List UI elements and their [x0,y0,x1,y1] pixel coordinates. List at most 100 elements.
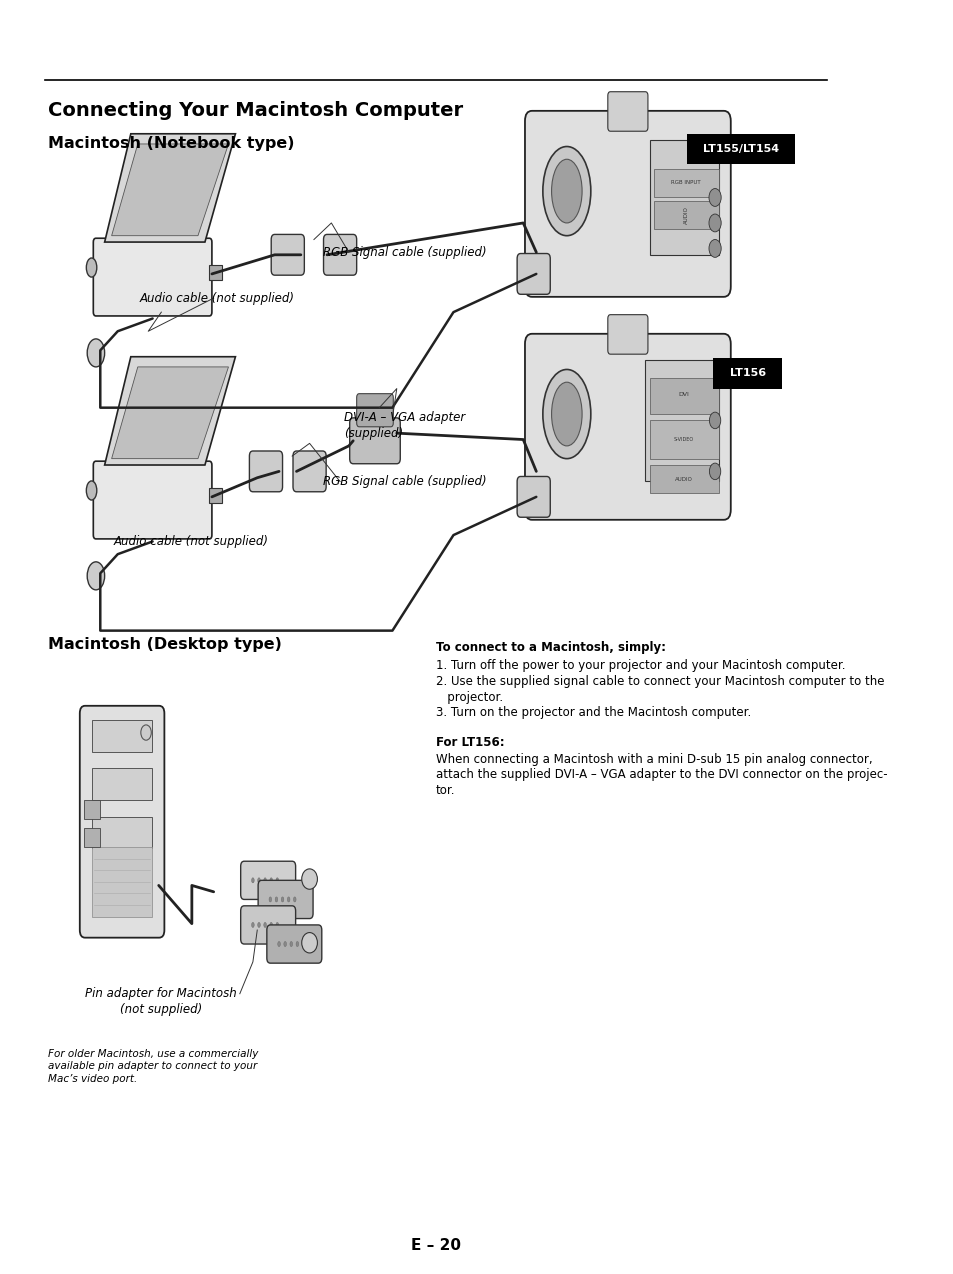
Ellipse shape [275,878,278,883]
Text: RGB Signal cable (supplied): RGB Signal cable (supplied) [322,475,486,488]
FancyBboxPatch shape [524,111,730,297]
Polygon shape [112,144,228,236]
Text: When connecting a Macintosh with a mini D-sub 15 pin analog connector,: When connecting a Macintosh with a mini … [436,753,872,766]
Ellipse shape [302,941,304,947]
Polygon shape [105,134,235,242]
Ellipse shape [301,933,317,953]
Ellipse shape [284,941,286,947]
FancyBboxPatch shape [249,451,282,492]
Bar [84,800,100,819]
Text: available pin adapter to connect to your: available pin adapter to connect to your [48,1061,257,1071]
Bar [91,817,152,848]
Bar [209,488,222,503]
Ellipse shape [275,922,278,927]
Text: Macintosh (Notebook type): Macintosh (Notebook type) [48,136,294,152]
Text: Audio cable (not supplied): Audio cable (not supplied) [139,292,294,304]
Text: (supplied): (supplied) [344,427,403,440]
Ellipse shape [708,240,720,257]
Bar [654,201,719,229]
Ellipse shape [708,214,720,232]
Ellipse shape [709,464,720,480]
Ellipse shape [86,482,96,501]
FancyBboxPatch shape [517,476,550,517]
Ellipse shape [264,878,266,883]
Ellipse shape [709,413,720,428]
FancyBboxPatch shape [80,706,164,938]
Bar [649,140,719,255]
Ellipse shape [87,339,105,367]
Text: E – 20: E – 20 [411,1238,460,1254]
Bar [84,828,100,847]
Text: DVI: DVI [678,392,689,397]
Polygon shape [112,367,228,459]
Ellipse shape [86,259,96,278]
FancyBboxPatch shape [356,394,393,427]
Ellipse shape [542,147,590,236]
Bar [209,265,222,280]
Text: AUDIO: AUDIO [675,476,692,482]
Ellipse shape [290,941,293,947]
FancyBboxPatch shape [350,418,400,464]
Ellipse shape [551,382,581,446]
FancyBboxPatch shape [93,461,212,539]
Text: 1. Turn off the power to your projector and your Macintosh computer.: 1. Turn off the power to your projector … [436,659,844,671]
FancyBboxPatch shape [607,92,647,131]
FancyBboxPatch shape [607,315,647,354]
Bar [91,720,152,752]
FancyBboxPatch shape [686,134,795,164]
FancyBboxPatch shape [293,451,326,492]
Text: attach the supplied DVI-A – VGA adapter to the DVI connector on the projec-: attach the supplied DVI-A – VGA adapter … [436,768,886,781]
FancyBboxPatch shape [271,234,304,275]
Ellipse shape [281,897,284,902]
Ellipse shape [708,189,720,206]
Ellipse shape [257,922,260,927]
Text: LT156: LT156 [729,368,765,378]
Text: For older Macintosh, use a commercially: For older Macintosh, use a commercially [48,1049,258,1059]
FancyBboxPatch shape [524,334,730,520]
Ellipse shape [141,725,152,740]
Ellipse shape [295,941,298,947]
Text: projector.: projector. [436,691,502,703]
FancyBboxPatch shape [258,880,313,919]
Bar [91,847,152,917]
Text: S-VIDEO: S-VIDEO [674,437,694,442]
Bar [654,169,719,197]
Ellipse shape [87,562,105,590]
Ellipse shape [277,941,280,947]
Polygon shape [105,357,235,465]
Text: AUDIO: AUDIO [683,206,688,224]
Ellipse shape [269,897,272,902]
Ellipse shape [257,878,260,883]
Text: (not supplied): (not supplied) [120,1003,202,1015]
Text: Macintosh (Desktop type): Macintosh (Desktop type) [48,637,281,652]
Ellipse shape [301,869,317,889]
Text: RGB Signal cable (supplied): RGB Signal cable (supplied) [322,246,486,259]
FancyBboxPatch shape [267,925,321,963]
Text: RGB INPUT: RGB INPUT [671,180,700,185]
Bar [644,359,719,482]
Bar [649,420,719,459]
Ellipse shape [274,897,277,902]
Text: DVI-A – VGA adapter: DVI-A – VGA adapter [344,412,465,424]
Ellipse shape [270,922,273,927]
Bar [649,378,719,414]
Ellipse shape [252,878,253,883]
Ellipse shape [252,922,253,927]
FancyBboxPatch shape [517,254,550,294]
FancyBboxPatch shape [240,906,295,944]
Ellipse shape [294,897,295,902]
Text: To connect to a Macintosh, simply:: To connect to a Macintosh, simply: [436,641,665,654]
Text: LT155/LT154: LT155/LT154 [702,144,779,154]
Bar [649,465,719,493]
Text: For LT156:: For LT156: [436,736,504,749]
Ellipse shape [542,369,590,459]
FancyBboxPatch shape [240,861,295,899]
FancyBboxPatch shape [93,238,212,316]
Text: tor.: tor. [436,784,455,796]
FancyBboxPatch shape [713,358,781,389]
Ellipse shape [270,878,273,883]
Text: 3. Turn on the projector and the Macintosh computer.: 3. Turn on the projector and the Macinto… [436,706,751,719]
Text: Connecting Your Macintosh Computer: Connecting Your Macintosh Computer [48,101,462,120]
Ellipse shape [287,897,290,902]
Bar [91,768,152,800]
